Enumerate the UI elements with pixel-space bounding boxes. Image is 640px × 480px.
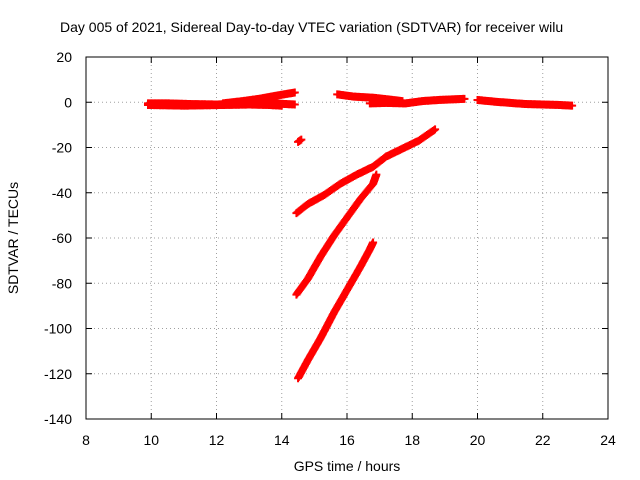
data-point [369,238,378,247]
data-series-1 [143,100,286,110]
y-tick-label: 20 [56,49,72,65]
data-point [290,88,299,97]
data-point [372,170,381,179]
x-tick-label: 8 [82,432,90,448]
data-series-7 [292,125,440,218]
data-series-8 [292,170,381,299]
data-series-3 [294,135,306,146]
y-tick-label: -120 [44,366,72,382]
data-point [568,101,577,110]
y-tick-label: -40 [52,185,72,201]
x-tick-label: 22 [535,432,551,448]
data-point [460,94,469,103]
y-tick-label: -140 [44,411,72,427]
data-series-5 [365,94,469,108]
x-tick-label: 18 [404,432,420,448]
data-point [277,101,286,110]
data-series-layer [143,88,577,383]
data-series-9 [294,238,378,383]
x-tick-label: 16 [339,432,355,448]
axis-ticks: 8 10 12 14 16 18 20 22 24 20 0 -20 -40 -60 -80 -100 -120… [44,49,616,448]
x-tick-label: 12 [209,432,225,448]
x-axis-label: GPS time / hours [294,458,401,474]
grid-lines [86,57,608,419]
data-series-2 [219,88,299,108]
y-tick-label: -60 [52,230,72,246]
y-axis-label: SDTVAR / TECUs [5,182,21,294]
y-tick-label: -80 [52,275,72,291]
data-series-6 [473,95,577,110]
x-tick-label: 14 [274,432,290,448]
data-point [431,125,440,134]
data-point [290,100,299,109]
data-point [297,135,306,144]
chart-title: Day 005 of 2021, Sidereal Day-to-day VTE… [60,19,563,35]
y-tick-label: -20 [52,140,72,156]
y-tick-label: -100 [44,321,72,337]
x-tick-label: 24 [600,432,616,448]
y-tick-label: 0 [64,94,72,110]
x-tick-label: 20 [470,432,486,448]
x-tick-label: 10 [143,432,159,448]
